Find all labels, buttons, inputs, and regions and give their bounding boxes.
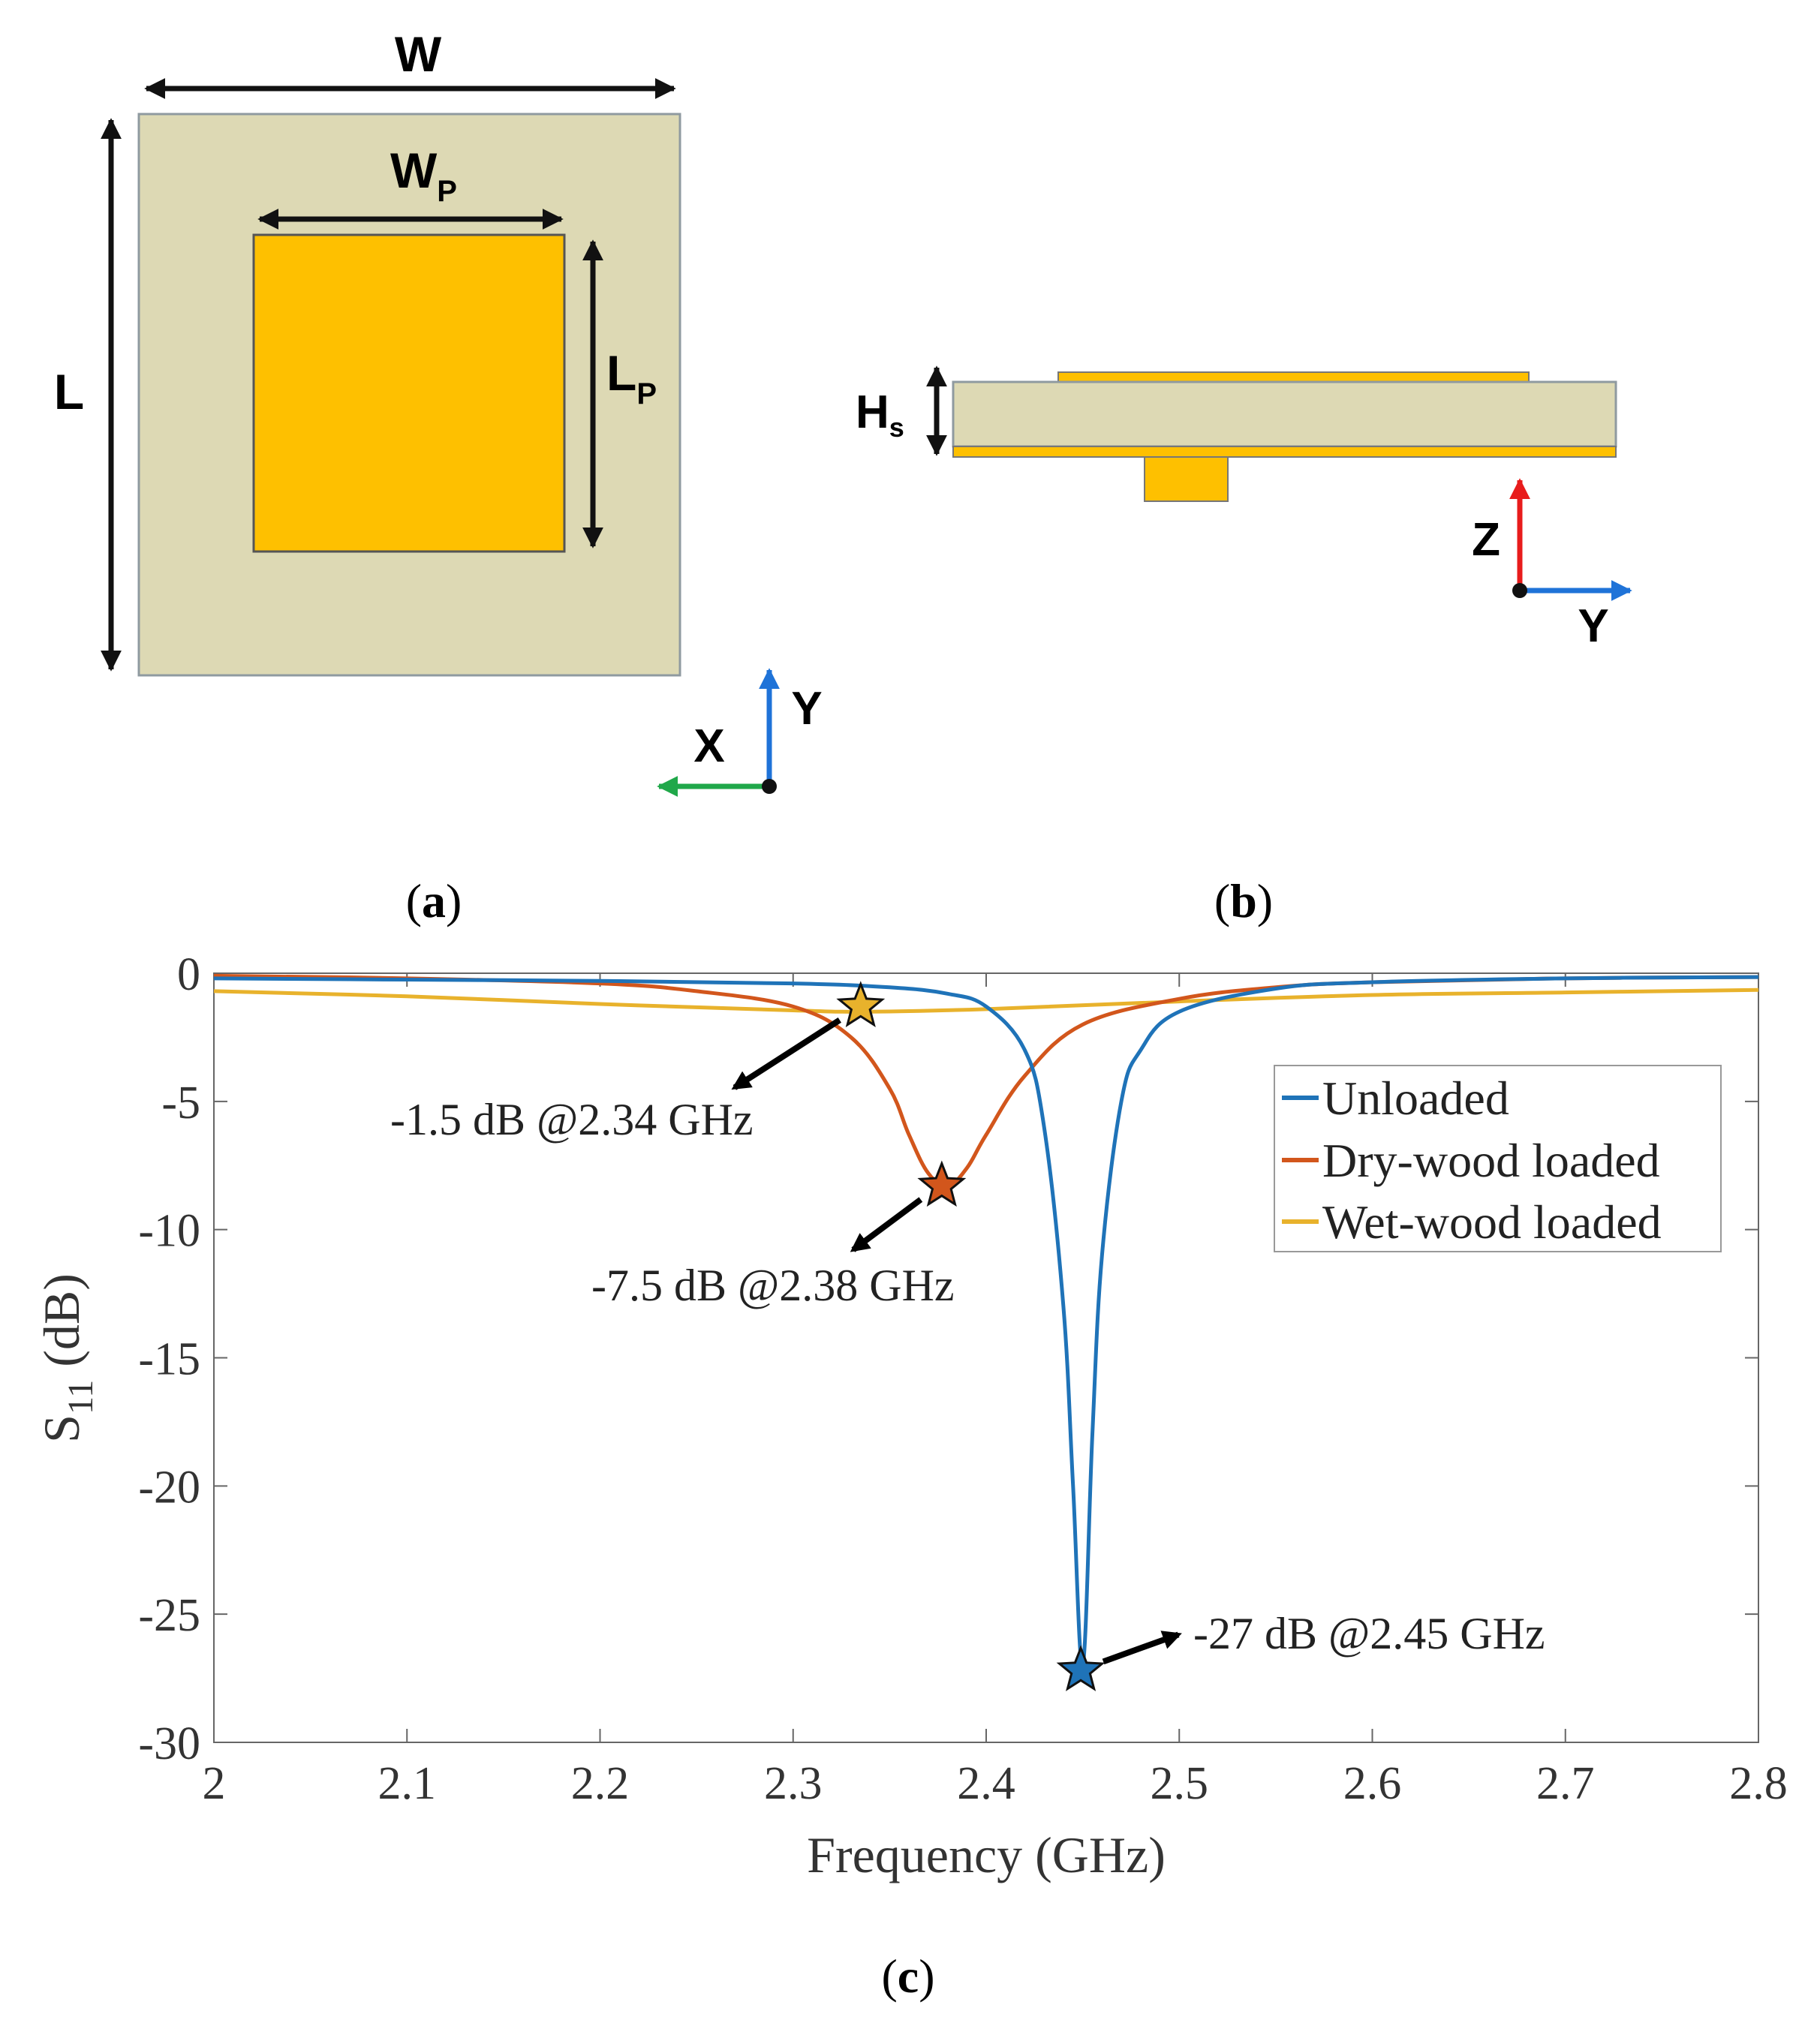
annotations: -1.5 dB @2.34 GHz -7.5 dB @2.38 GHz -27 dB… bbox=[390, 981, 1545, 1691]
panel-label-b: (b) bbox=[1214, 874, 1273, 927]
panel-label-a: (a) bbox=[406, 874, 462, 927]
x-tick-label: 2.2 bbox=[571, 1758, 630, 1809]
hs-sub: s bbox=[889, 412, 904, 443]
annotation-text: -27 dB @2.45 GHz bbox=[1193, 1609, 1545, 1658]
s11-chart: 2 2.1 2.2 2.3 2.4 2.5 2.6 2.7 2.8 0 -5 -10 -15 -20 -25… bbox=[33, 949, 1788, 1883]
legend-label-dry: Dry-wood loaded bbox=[1322, 1134, 1660, 1187]
x-tick-label: 2.6 bbox=[1343, 1758, 1402, 1809]
annotation-arrow bbox=[1102, 1631, 1182, 1665]
annotation-arrow bbox=[850, 1197, 923, 1252]
annotation-star-marker bbox=[1056, 1645, 1106, 1691]
series-line-wet bbox=[213, 987, 1759, 1014]
x-tick-label: 2.5 bbox=[1151, 1758, 1209, 1809]
x-axis-label: Frequency (GHz) bbox=[807, 1826, 1166, 1883]
x-tick-label: 2.4 bbox=[957, 1758, 1015, 1809]
axis-y-label: Y bbox=[791, 683, 822, 735]
x-tick-label: 2 bbox=[203, 1758, 226, 1809]
dimension-w-label: W bbox=[395, 26, 442, 82]
hs-main: H bbox=[856, 386, 889, 438]
axes-side-origin-dot bbox=[1512, 583, 1527, 598]
axes-xy: X Y bbox=[657, 668, 823, 797]
x-tick-label: 2.8 bbox=[1729, 1758, 1788, 1809]
patch-top bbox=[252, 233, 566, 553]
annotation-text: -7.5 dB @2.38 GHz bbox=[591, 1261, 955, 1310]
x-tick-label: 2.3 bbox=[764, 1758, 823, 1809]
legend-label-wet: Wet-wood loaded bbox=[1322, 1195, 1662, 1249]
y-tick-label: -30 bbox=[138, 1718, 200, 1769]
ground-plane-side bbox=[952, 446, 1617, 458]
wp-main: W bbox=[390, 143, 438, 198]
axis-z-label: Z bbox=[1472, 514, 1500, 566]
lp-main: L bbox=[606, 345, 636, 401]
y-tick-label: -20 bbox=[138, 1462, 200, 1513]
y-tick-label: -5 bbox=[161, 1078, 200, 1129]
panel-b-side-view: Hs Z Y bbox=[856, 365, 1632, 652]
axis-x-label: X bbox=[693, 720, 724, 772]
dimension-lp-label: LP bbox=[606, 345, 657, 410]
y-tick-label: -25 bbox=[138, 1590, 200, 1641]
axis-ticks: 2 2.1 2.2 2.3 2.4 2.5 2.6 2.7 2.8 0 -5 -10 -15 -20 -25… bbox=[138, 949, 1787, 1809]
dimension-hs-label: Hs bbox=[856, 386, 904, 443]
legend: Unloaded Dry-wood loaded Wet-wood loaded bbox=[1274, 1065, 1722, 1252]
axis-y-side-label: Y bbox=[1578, 600, 1608, 652]
annotation-text: -1.5 dB @2.34 GHz bbox=[390, 1095, 754, 1144]
annotation-star-marker bbox=[836, 981, 886, 1028]
dimension-l-label: L bbox=[54, 364, 84, 419]
substrate-side bbox=[952, 380, 1617, 448]
feed-connector-side bbox=[1144, 456, 1229, 502]
y-axis-label: S11 (dB) bbox=[33, 1273, 101, 1443]
axes-zy: Z Y bbox=[1472, 478, 1632, 652]
y-tick-label: -15 bbox=[138, 1334, 200, 1385]
y-tick-label: 0 bbox=[177, 949, 200, 1000]
patch-side bbox=[1057, 371, 1530, 383]
series-line-unloaded bbox=[213, 975, 1759, 1668]
annotation-star-marker bbox=[917, 1160, 967, 1207]
panel-label-c: (c) bbox=[881, 1949, 934, 2003]
legend-box bbox=[1274, 1065, 1722, 1252]
annotation-arrow bbox=[731, 1018, 841, 1090]
legend-label-unloaded: Unloaded bbox=[1322, 1072, 1509, 1125]
dimension-wp-label: WP bbox=[390, 143, 457, 208]
axes-origin-dot bbox=[762, 779, 777, 794]
x-tick-label: 2.1 bbox=[378, 1758, 437, 1809]
x-tick-label: 2.7 bbox=[1536, 1758, 1595, 1809]
wp-sub: P bbox=[437, 175, 457, 208]
panel-a-top-view: W WP L LP X Y bbox=[54, 26, 823, 797]
lp-sub: P bbox=[636, 377, 657, 410]
y-tick-label: -10 bbox=[138, 1206, 200, 1257]
